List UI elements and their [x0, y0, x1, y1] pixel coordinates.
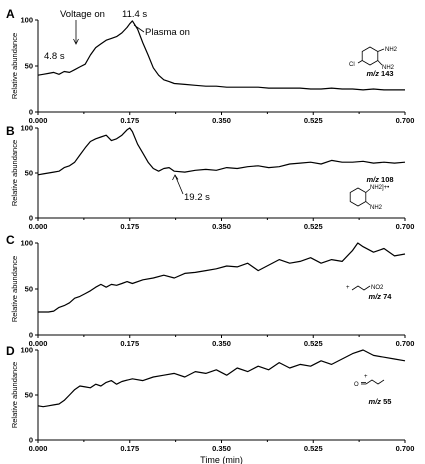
charge-label: +: [346, 285, 350, 291]
substituent-label: Cl: [349, 62, 355, 68]
x-tick-label: 0.175: [120, 116, 139, 125]
substituent-label: O: [354, 382, 359, 388]
y-tick-label: 0: [29, 108, 33, 117]
y-tick-label: 0: [29, 214, 33, 223]
x-tick-label: 0.700: [396, 444, 415, 453]
y-tick-label: 50: [25, 169, 33, 178]
x-tick-label: 0.175: [120, 222, 139, 231]
annotation-voltage-on: Voltage on: [60, 9, 105, 20]
mz-label: m/z 74: [369, 292, 393, 301]
series-line: [37, 349, 406, 408]
x-tick-label: 0.525: [304, 444, 323, 453]
y-tick-label: 0: [29, 436, 33, 445]
panel-letter: A: [6, 7, 15, 21]
panel-letter: B: [6, 124, 15, 138]
x-tick-label: 0.350: [212, 116, 231, 125]
mz-label: m/z 55: [369, 397, 392, 406]
y-axis-label: Relative abundance: [10, 33, 19, 99]
x-tick-label: 0.175: [120, 339, 139, 348]
y-tick-label: 0: [29, 331, 33, 340]
substituent-label: NO2: [371, 285, 384, 291]
panel-letter: C: [6, 233, 15, 247]
annotation-plasma-on: Plasma on: [145, 27, 190, 38]
x-tick-label: 0.700: [396, 116, 415, 125]
structure-A: NH2 NH2 Cl: [349, 46, 398, 71]
annotation-4-8s: 4.8 s: [44, 51, 65, 62]
y-axis-label: Relative abundance: [10, 140, 19, 206]
y-tick-label: 100: [20, 124, 33, 133]
y-tick-label: 50: [25, 391, 33, 400]
panel-letter: D: [6, 344, 15, 358]
substituent-label: NH2: [370, 205, 383, 211]
y-tick-label: 100: [20, 16, 33, 25]
structure-C: + NO2: [346, 285, 384, 291]
panel-D: D 0 50 100 0.000 0.175 0.350 0.525 0.700 Relative…: [6, 344, 414, 464]
mz-label: m/z 108: [366, 175, 393, 184]
x-tick-label: 0.175: [120, 444, 139, 453]
x-tick-label: 0.000: [29, 222, 48, 231]
y-tick-label: 50: [25, 62, 33, 71]
x-tick-label: 0.350: [212, 222, 231, 231]
y-axis-label: Relative abundance: [10, 362, 19, 428]
x-tick-label: 0.525: [304, 116, 323, 125]
x-tick-label: 0.525: [304, 339, 323, 348]
y-tick-label: 100: [20, 239, 33, 248]
x-tick-label: 0.525: [304, 222, 323, 231]
annotation-19-2s: 19.2 s: [184, 192, 210, 203]
x-tick-label: 0.700: [396, 222, 415, 231]
annotation-11-4s: 11.4 s: [122, 9, 147, 20]
substituent-label: NH2]+•: [370, 185, 389, 191]
panel-C: C 0 50 100 0.000 0.175 0.350 0.525 0.700 Relative…: [6, 233, 414, 348]
structure-D: O+: [354, 374, 385, 388]
charge-label: +: [364, 374, 368, 380]
x-tick-label: 0.000: [29, 339, 48, 348]
x-tick-label: 0.350: [212, 444, 231, 453]
mz-label: m/z 143: [366, 69, 393, 78]
x-axis-label: Time (min): [200, 455, 243, 464]
substituent-label: NH2: [382, 65, 395, 71]
series-line: [38, 242, 406, 313]
y-axis-label: Relative abundance: [10, 256, 19, 322]
series-line: [37, 20, 405, 91]
y-tick-label: 50: [25, 285, 33, 294]
structure-B: NH2]+• NH2: [349, 185, 389, 211]
x-tick-label: 0.700: [396, 339, 415, 348]
x-tick-label: 0.350: [212, 339, 231, 348]
y-tick-label: 100: [20, 346, 33, 355]
x-tick-label: 0.000: [29, 444, 48, 453]
x-tick-label: 0.000: [29, 116, 48, 125]
panel-A: A 0 50 100 0.000 0.175 0.350 0.525 0.700 Relative…: [6, 7, 414, 125]
substituent-label: NH2: [385, 47, 398, 53]
series-line: [37, 127, 406, 176]
panel-B: B 0 50 100 0.000 0.175 0.350 0.525 0.700 Relative…: [6, 124, 414, 232]
